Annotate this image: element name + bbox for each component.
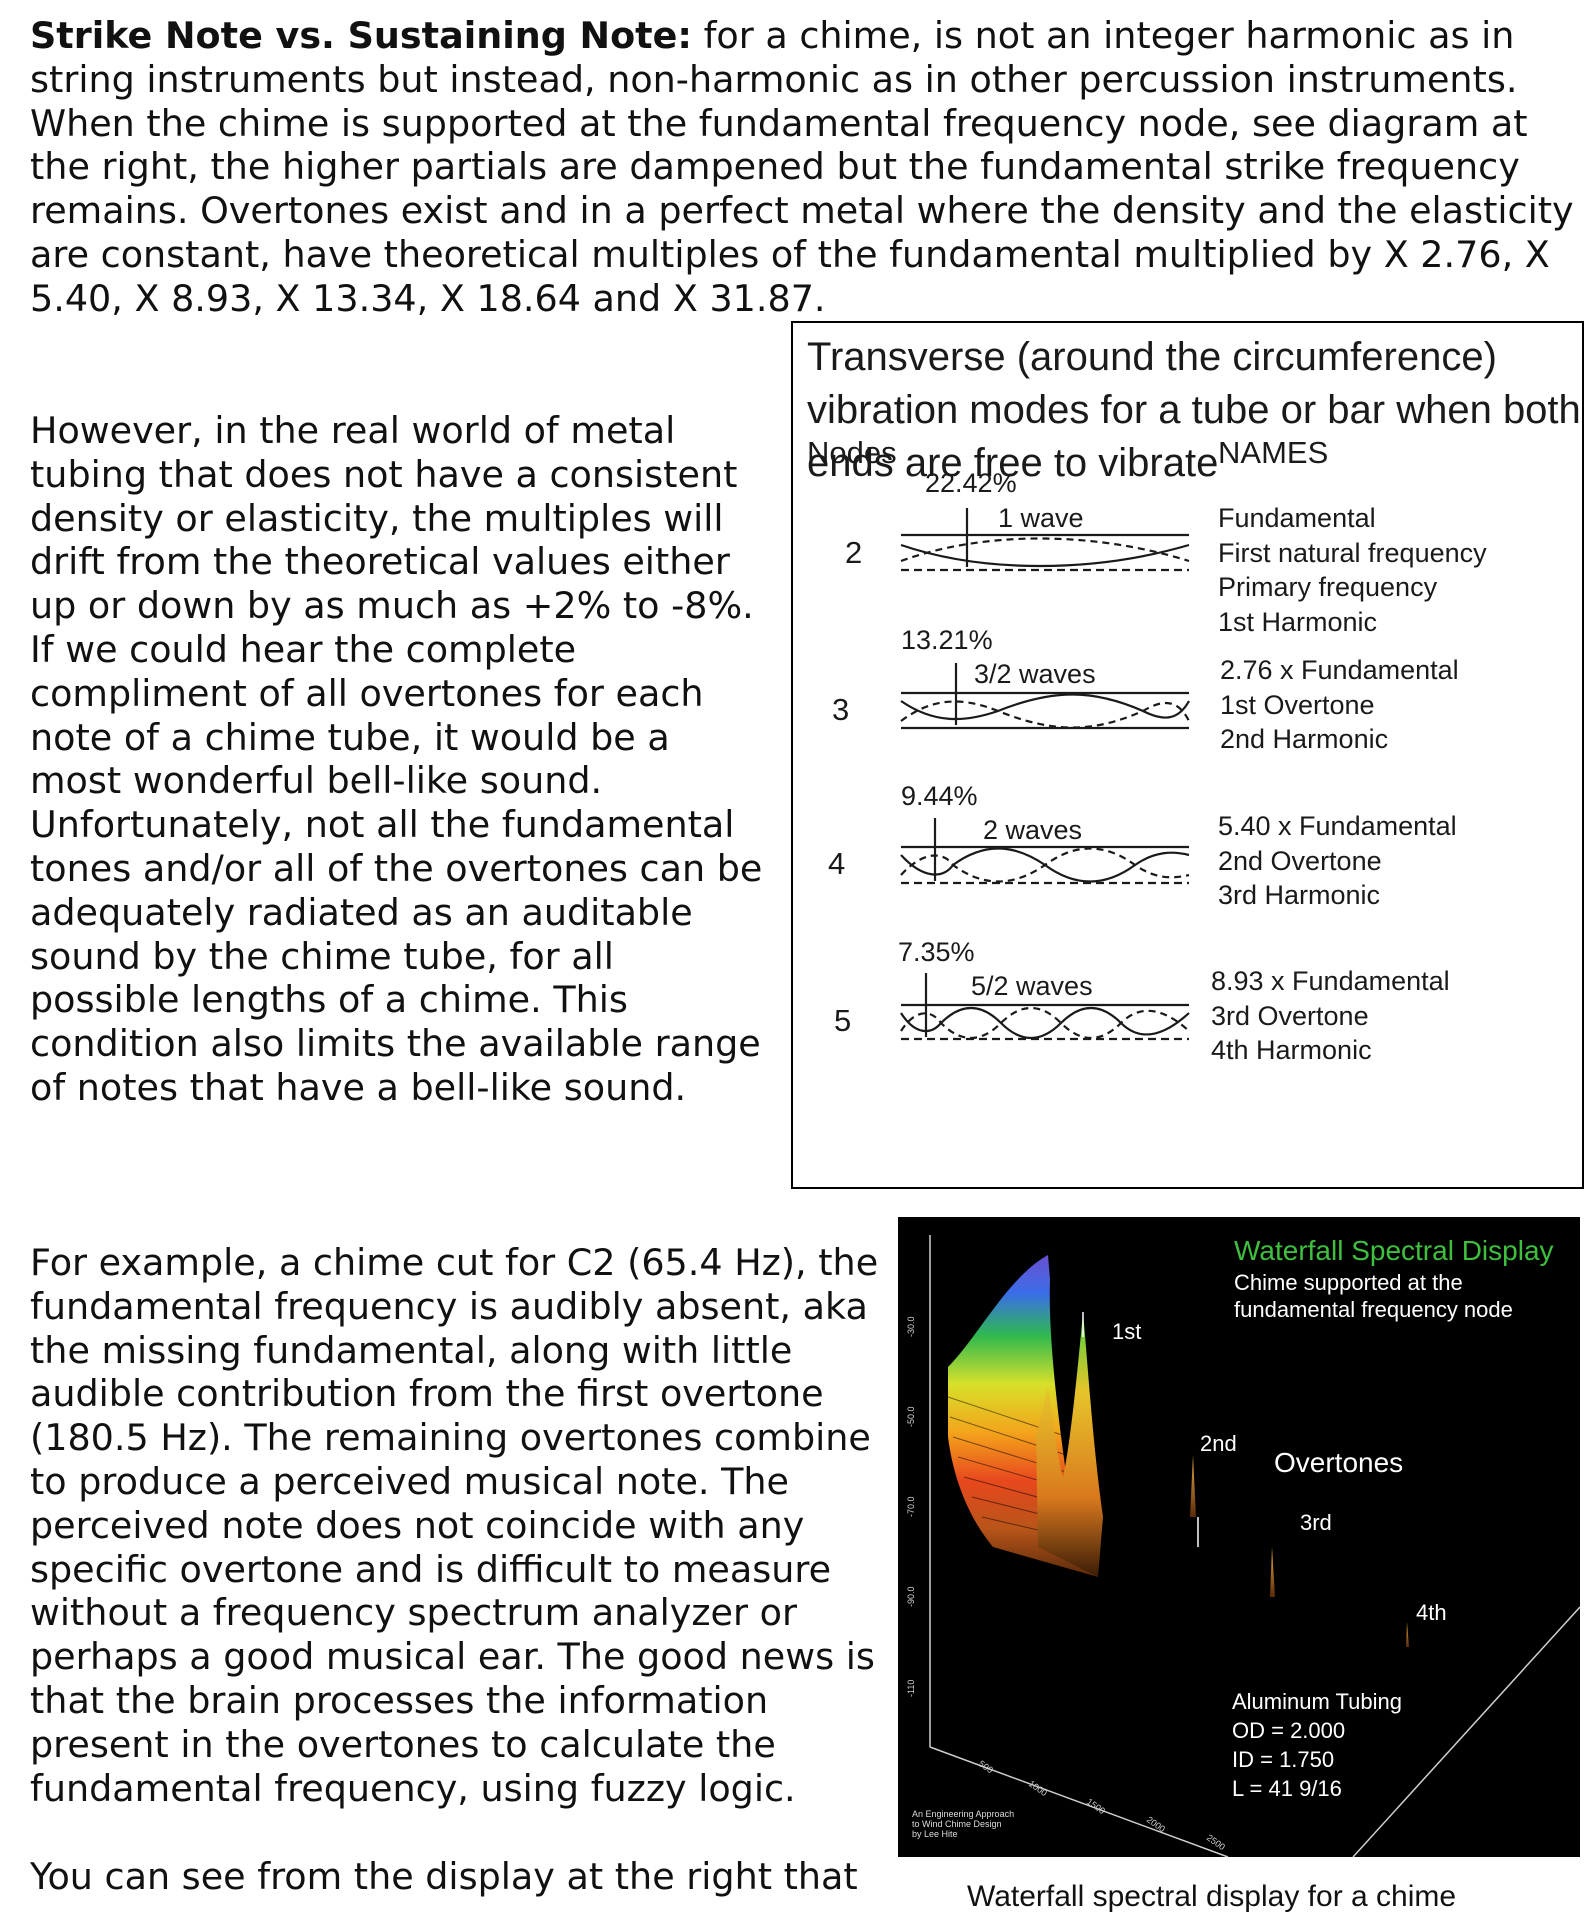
label-4th: 4th — [1416, 1600, 1447, 1625]
mode-2-names: Fundamental First natural frequency Prim… — [1218, 501, 1487, 639]
credit-line: An Engineering Approach — [912, 1809, 1015, 1819]
intro-paragraph: Strike Note vs. Sustaining Note: for a c… — [30, 14, 1585, 321]
svg-text:-70.0: -70.0 — [906, 1496, 916, 1517]
label-1st: 1st — [1112, 1319, 1142, 1344]
intro-text: for a chime, is not an integer harmonic … — [30, 14, 1574, 320]
mode-3-waves: 3/2 waves — [974, 659, 1096, 689]
svg-text:-30.0: -30.0 — [906, 1316, 916, 1337]
mode-2-name: 1st Harmonic — [1218, 606, 1378, 637]
tubing-spec: Aluminum Tubing OD = 2.000 ID = 1.750 L … — [1232, 1687, 1402, 1803]
paragraph-example-text: For example, a chime cut for C2 (65.4 Hz… — [30, 1241, 879, 1810]
mode-5-name: 3rd Overtone — [1211, 1000, 1369, 1031]
mode-2-waves: 1 wave — [998, 503, 1084, 533]
label-3rd: 3rd — [1300, 1510, 1332, 1535]
mode-shape-4-nodes — [900, 818, 1190, 885]
waterfall-title: Waterfall Spectral Display — [1234, 1235, 1554, 1266]
names-header: NAMES — [1218, 435, 1329, 470]
mode-5-nodes: 5 — [834, 1003, 852, 1038]
credit-line: by Lee Hite — [912, 1829, 958, 1839]
svg-text:1500: 1500 — [1085, 1796, 1107, 1816]
mode-2-name: Primary frequency — [1218, 572, 1438, 602]
svg-text:-110: -110 — [906, 1680, 916, 1697]
mode-4-name: 2nd Overtone — [1218, 845, 1382, 876]
modes-title: Transverse (around the circumference) vi… — [807, 335, 1581, 485]
mode-3-nodes: 3 — [832, 692, 850, 727]
mode-4-percent: 9.44% — [901, 781, 978, 811]
paragraph-real-world: However, in the real world of metal tubi… — [30, 409, 760, 628]
label-overtones: Overtones — [1274, 1447, 1404, 1478]
mode-3-names: 2.76 x Fundamental 1st Overtone 2nd Harm… — [1220, 653, 1459, 757]
mode-shapes-drawing — [900, 508, 1190, 1041]
waterfall-caption: Waterfall spectral display for a chime — [967, 1880, 1457, 1913]
tubing-line: Aluminum Tubing — [1232, 1689, 1402, 1714]
svg-text:500: 500 — [977, 1758, 995, 1775]
svg-text:1000: 1000 — [1027, 1778, 1049, 1798]
mode-4-nodes: 4 — [828, 846, 846, 881]
mode-4-waves: 2 waves — [983, 815, 1083, 845]
mode-shape-3-nodes — [900, 663, 1190, 730]
mode-3-name: 2nd Harmonic — [1220, 724, 1389, 754]
mode-5-name: 8.93 x Fundamental — [1211, 966, 1450, 996]
paragraph-display-text: You can see from the display at the righ… — [30, 1855, 858, 1898]
mode-5-name: 4th Harmonic — [1211, 1035, 1372, 1065]
mode-2-name: First natural frequency — [1218, 537, 1487, 568]
tubing-line: L = 41 9/16 — [1232, 1776, 1342, 1801]
waterfall-drawing: -30.0 -50.0 -70.0 -90.0 -110 500 1000 15… — [906, 1235, 1580, 1857]
waterfall-credit: An Engineering Approach to Wind Chime De… — [912, 1809, 1014, 1839]
mode-5-percent: 7.35% — [898, 937, 975, 967]
paragraph-example: For example, a chime cut for C2 (65.4 Hz… — [30, 1241, 900, 1810]
credit-line: to Wind Chime Design — [912, 1819, 1002, 1829]
mode-shape-2-nodes — [900, 508, 1190, 572]
waterfall-spectral-display: -30.0 -50.0 -70.0 -90.0 -110 500 1000 15… — [898, 1217, 1580, 1857]
mode-5-names: 8.93 x Fundamental 3rd Overtone 4th Harm… — [1211, 964, 1450, 1068]
mode-2-name: Fundamental — [1218, 503, 1376, 533]
paragraph-real-world-text: However, in the real world of metal tubi… — [30, 409, 754, 628]
mode-shape-5-nodes — [900, 973, 1190, 1041]
mode-3-name: 1st Overtone — [1220, 689, 1375, 720]
nodes-header: Nodes — [807, 435, 897, 470]
mode-2-nodes: 2 — [845, 535, 863, 570]
paragraph-overtones: If we could hear the complete compliment… — [30, 628, 770, 1110]
mode-4-name: 3rd Harmonic — [1218, 880, 1381, 910]
mode-2-percent: 22.42% — [925, 468, 1017, 498]
tubing-line: ID = 1.750 — [1232, 1747, 1335, 1772]
waterfall-subtitle: Chime supported at the fundamental frequ… — [1234, 1270, 1513, 1322]
intro-heading: Strike Note vs. Sustaining Note: — [30, 14, 692, 57]
mode-5-waves: 5/2 waves — [971, 971, 1093, 1001]
label-2nd: 2nd — [1200, 1431, 1237, 1456]
svg-text:-50.0: -50.0 — [906, 1406, 916, 1427]
svg-text:-90.0: -90.0 — [906, 1586, 916, 1607]
paragraph-display: You can see from the display at the righ… — [30, 1855, 890, 1899]
mode-3-name: 2.76 x Fundamental — [1220, 655, 1459, 685]
vibration-modes-figure: Transverse (around the circumference) vi… — [791, 321, 1584, 1189]
mode-4-names: 5.40 x Fundamental 2nd Overtone 3rd Harm… — [1218, 809, 1457, 913]
tubing-line: OD = 2.000 — [1232, 1718, 1346, 1743]
mode-3-percent: 13.21% — [901, 625, 993, 655]
mode-4-name: 5.40 x Fundamental — [1218, 811, 1457, 841]
paragraph-overtones-text: If we could hear the complete compliment… — [30, 628, 763, 1109]
